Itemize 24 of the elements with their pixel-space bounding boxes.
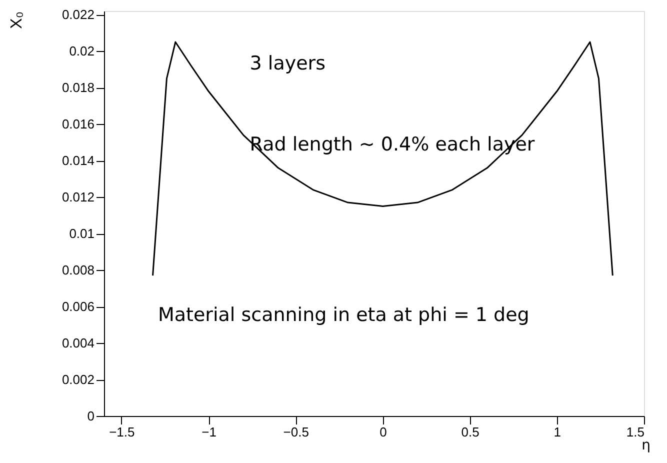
x-tick-label: −1.5 <box>109 424 135 440</box>
y-tick-label: 0.016 <box>62 116 94 132</box>
x-tick-label: 0 <box>380 424 387 440</box>
y-tick-label: 0.012 <box>62 190 94 205</box>
x-axis-title: η <box>642 438 650 454</box>
y-tick-label: 0.02 <box>69 44 94 59</box>
line-series <box>152 41 614 276</box>
annotation: Material scanning in eta at phi = 1 deg <box>158 304 530 326</box>
y-tick-label: 0.008 <box>62 262 94 278</box>
x-tick-label: 0.5 <box>461 424 480 440</box>
y-axis-title: X₀ <box>8 12 26 29</box>
y-tick-label: 0.002 <box>62 372 94 388</box>
y-tick-label: 0 <box>87 408 94 424</box>
x-tick-label: −0.5 <box>283 424 309 440</box>
y-tick-label: 0.006 <box>62 299 94 314</box>
x-tick-label: −1 <box>202 424 216 440</box>
y-tick-label: 0.022 <box>62 7 94 22</box>
y-tick-label: 0.01 <box>69 226 94 242</box>
y-tick-label: 0.018 <box>62 80 94 96</box>
x-tick-label: 1.5 <box>626 424 644 440</box>
y-tick-label: 0.004 <box>62 336 94 351</box>
annotation: 3 layers <box>250 52 326 75</box>
y-tick-label: 0.014 <box>62 153 94 168</box>
x-tick-label: 1 <box>554 424 562 440</box>
